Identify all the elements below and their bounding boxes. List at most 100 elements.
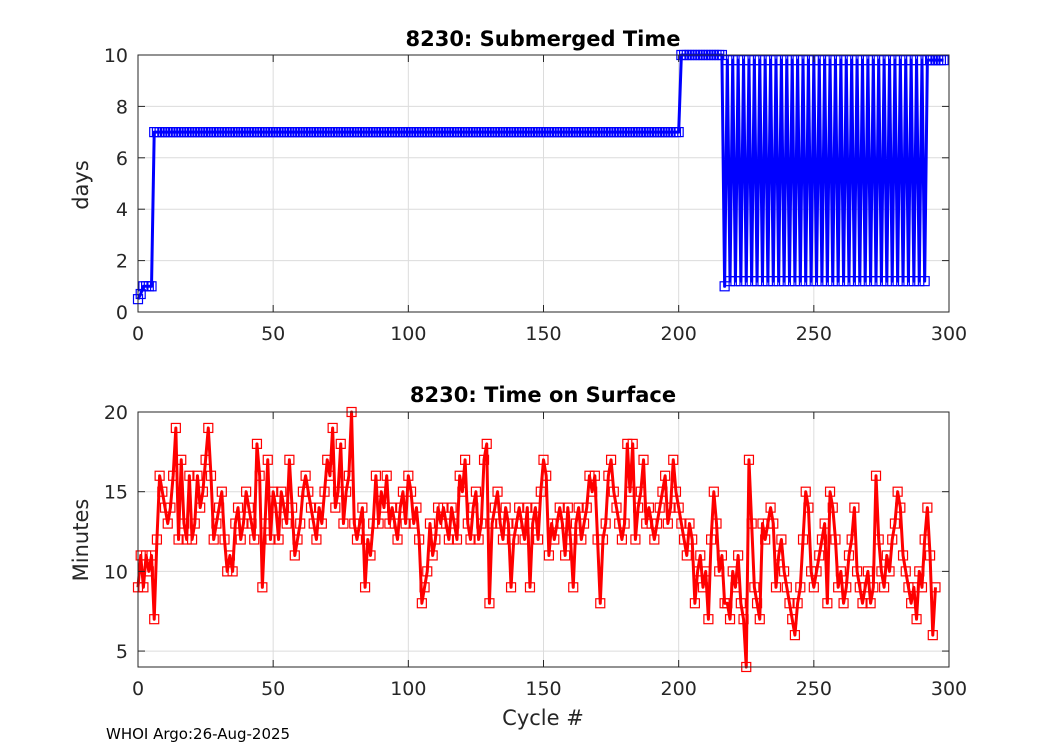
data-point xyxy=(749,582,760,593)
data-point xyxy=(673,126,684,138)
data-point xyxy=(159,502,171,513)
data-point xyxy=(492,486,503,497)
data-point xyxy=(816,534,828,545)
data-point xyxy=(624,486,636,497)
data-point xyxy=(284,454,295,465)
data-point xyxy=(241,486,252,497)
data-point xyxy=(368,518,379,529)
data-point xyxy=(427,550,438,561)
data-point xyxy=(484,598,495,609)
data-point xyxy=(908,276,919,287)
y-tick-label: 10 xyxy=(104,561,128,583)
data-point xyxy=(889,518,901,529)
data-point xyxy=(778,566,790,577)
data-point xyxy=(689,598,700,609)
data-point xyxy=(706,534,717,545)
data-point xyxy=(138,582,149,593)
data-point xyxy=(570,518,582,529)
data-point xyxy=(614,518,625,529)
data-point xyxy=(365,550,376,561)
data-point xyxy=(795,276,806,287)
data-point xyxy=(327,422,338,434)
data-point xyxy=(806,276,817,287)
data-point xyxy=(535,486,546,497)
data-point xyxy=(635,486,646,497)
data-point xyxy=(224,550,236,561)
data-point xyxy=(724,614,736,625)
data-point xyxy=(408,518,419,529)
data-point xyxy=(389,518,400,529)
data-point xyxy=(757,276,768,287)
data-point xyxy=(146,550,157,561)
data-point xyxy=(816,276,828,287)
data-point xyxy=(587,486,598,497)
data-point xyxy=(443,534,454,545)
data-point xyxy=(405,486,417,497)
data-point xyxy=(416,598,427,609)
data-point xyxy=(151,534,163,545)
data-point xyxy=(879,55,890,66)
data-point xyxy=(865,598,876,609)
data-point xyxy=(222,566,233,577)
data-point xyxy=(230,518,241,529)
x-tick-label: 200 xyxy=(661,323,697,345)
data-point xyxy=(914,276,925,287)
data-point xyxy=(822,598,833,609)
data-point xyxy=(308,518,319,529)
data-point xyxy=(800,276,811,287)
data-point xyxy=(892,486,903,497)
footer-credit: WHOI Argo:26-Aug-2025 xyxy=(106,725,291,743)
data-point xyxy=(789,276,801,287)
data-point xyxy=(497,534,509,545)
y-tick-label: 2 xyxy=(116,251,128,273)
data-point xyxy=(889,55,901,66)
data-point xyxy=(195,502,206,513)
data-point xyxy=(708,486,719,497)
data-point xyxy=(711,518,722,529)
data-point xyxy=(522,502,533,513)
data-point xyxy=(768,518,779,529)
data-point xyxy=(608,486,619,497)
data-point xyxy=(757,518,768,529)
data-point xyxy=(543,550,555,561)
x-tick-label: 50 xyxy=(261,323,285,345)
data-point xyxy=(749,55,760,66)
data-point xyxy=(676,518,687,529)
data-point xyxy=(508,534,519,545)
data-point xyxy=(787,614,798,625)
x-tick-label: 200 xyxy=(661,678,697,700)
data-point xyxy=(170,422,181,434)
data-point xyxy=(819,518,830,529)
data-point xyxy=(135,550,146,561)
data-point xyxy=(446,502,457,513)
data-point xyxy=(600,518,611,529)
x-tick-label: 300 xyxy=(931,323,967,345)
data-point xyxy=(906,598,917,609)
data-point xyxy=(460,454,471,465)
data-point xyxy=(381,470,392,481)
data-point xyxy=(357,502,368,513)
data-point xyxy=(603,470,614,481)
y-tick-label: 10 xyxy=(104,45,128,67)
data-point xyxy=(362,534,373,545)
data-point xyxy=(924,550,936,561)
data-point xyxy=(833,582,844,593)
data-point xyxy=(397,486,409,497)
data-point xyxy=(378,502,390,513)
data-point xyxy=(203,422,214,434)
data-point xyxy=(211,518,222,529)
data-point xyxy=(657,486,668,497)
data-point xyxy=(465,534,476,545)
x-tick-label: 100 xyxy=(390,678,426,700)
data-point xyxy=(554,502,565,513)
data-point xyxy=(919,534,930,545)
data-point xyxy=(841,55,852,66)
y-tick-label: 4 xyxy=(116,199,128,221)
data-point xyxy=(541,470,552,481)
data-point xyxy=(168,470,179,481)
data-point xyxy=(154,470,165,481)
data-point xyxy=(254,470,265,481)
data-point xyxy=(341,486,352,497)
data-point xyxy=(384,518,395,529)
